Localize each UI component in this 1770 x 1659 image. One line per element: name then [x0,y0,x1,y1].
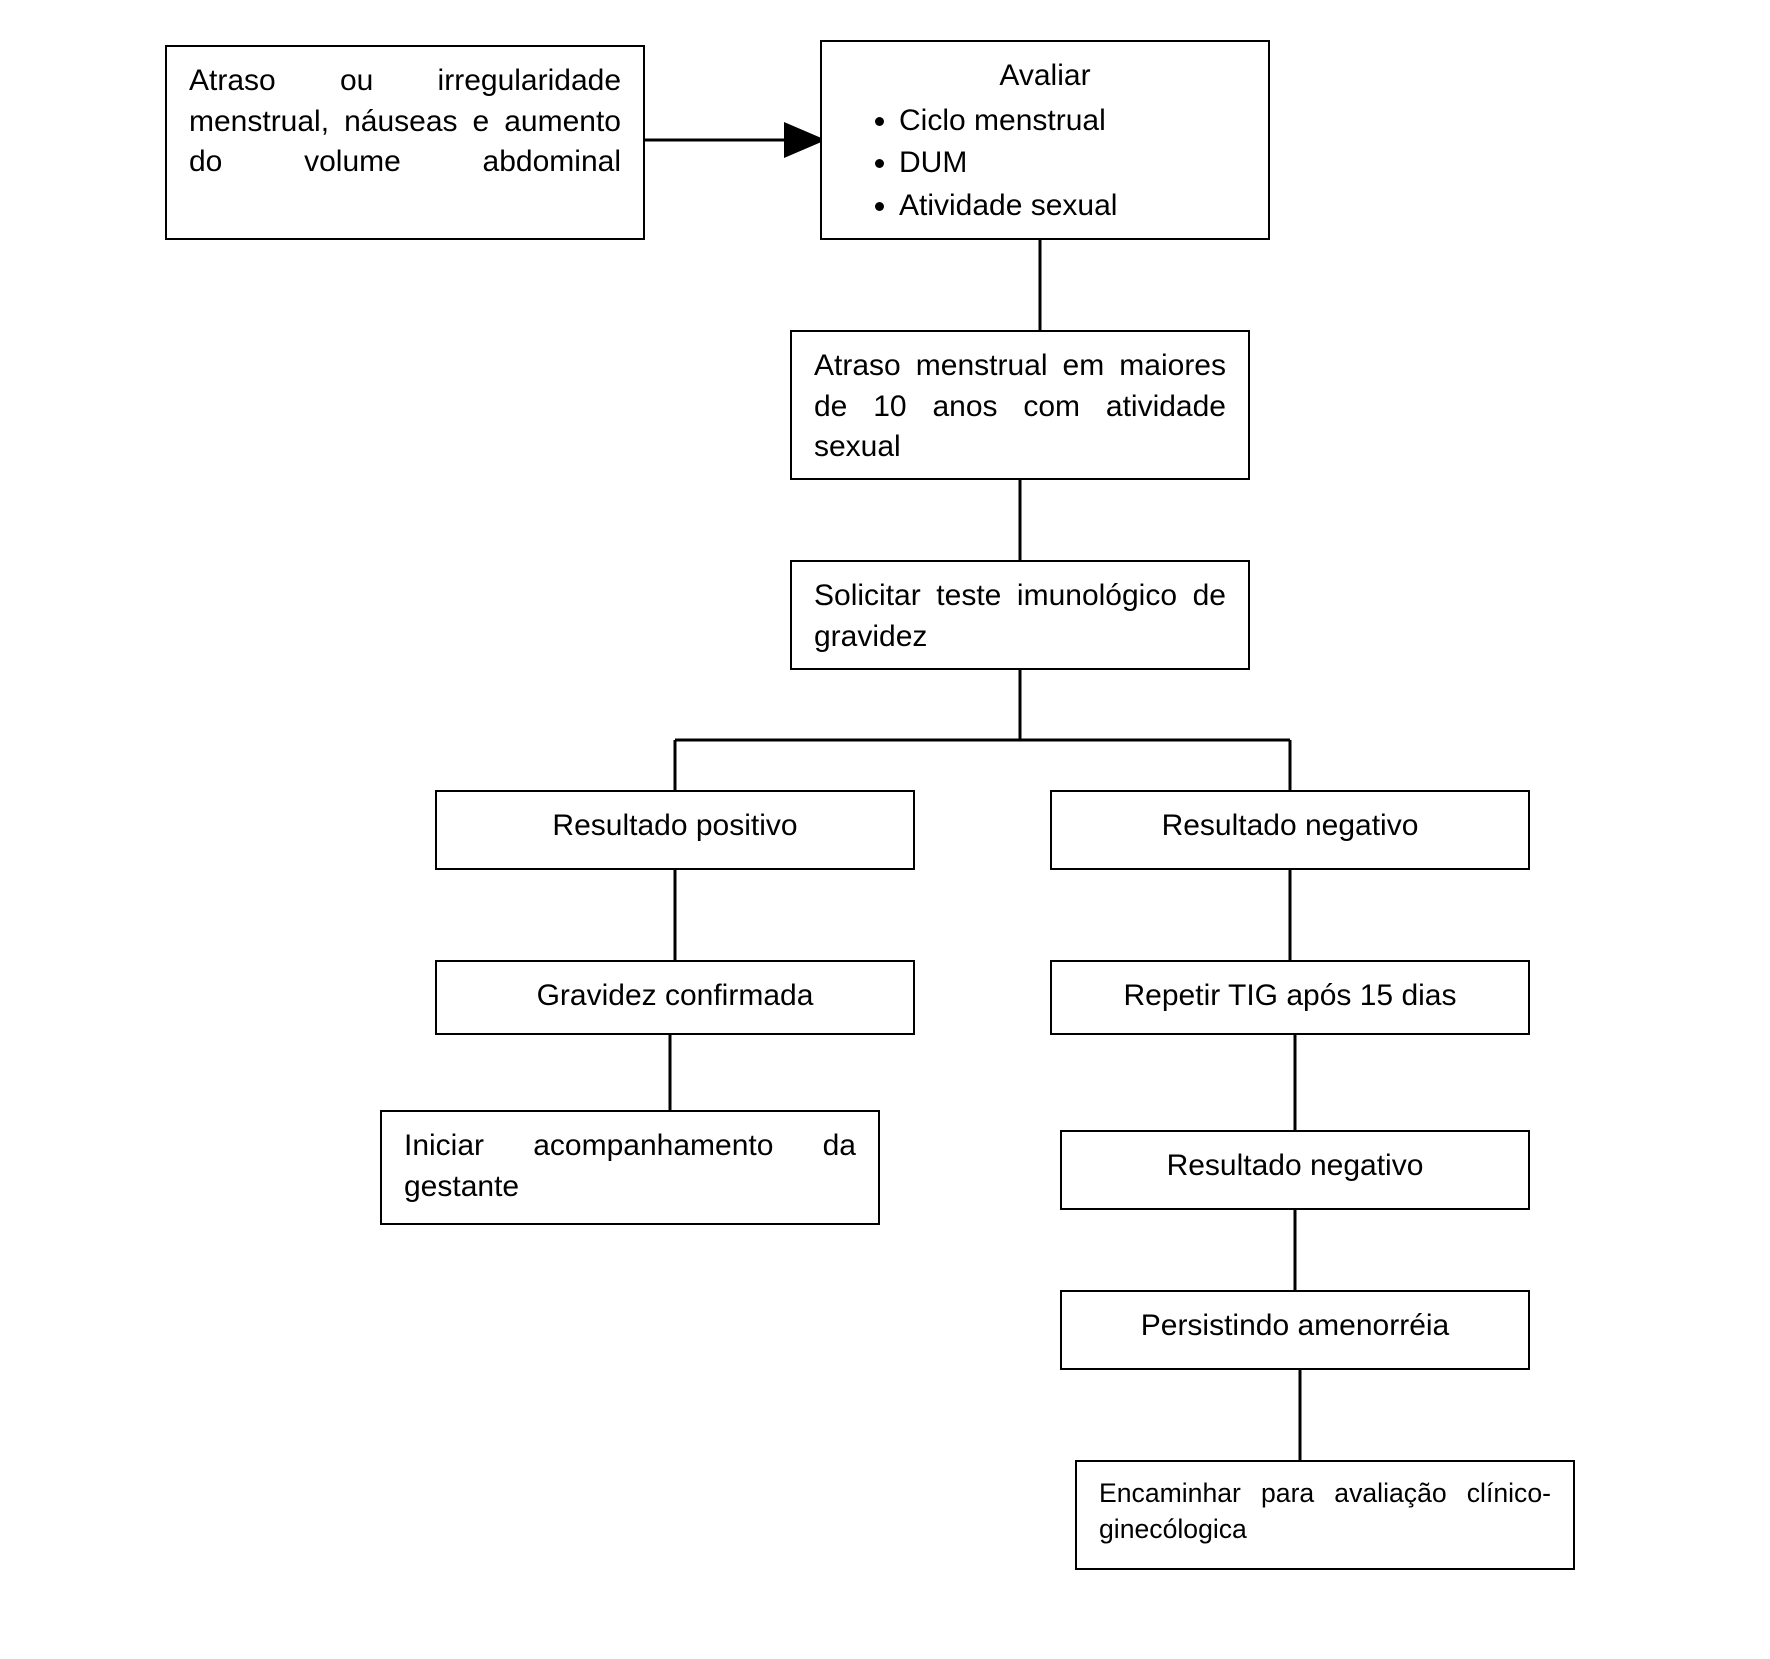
node-repeat-tig: Repetir TIG após 15 dias [1050,960,1530,1035]
node-start-followup: Iniciar acompanhamento da gestante [380,1110,880,1225]
node-persisting-amenorrhea: Persistindo amenorréia [1060,1290,1530,1370]
flowchart-canvas: Atraso ou irregularidade menstrual, náus… [0,0,1770,1659]
node-pregnancy-confirmed: Gravidez confirmada [435,960,915,1035]
node-delay-criteria: Atraso menstrual em maiores de 10 anos c… [790,330,1250,480]
list-item: Ciclo menstrual [899,101,1246,142]
node-evaluate-title: Avaliar [844,56,1246,97]
node-evaluate: Avaliar Ciclo menstrual DUM Atividade se… [820,40,1270,240]
list-item: DUM [899,143,1246,184]
node-request-test: Solicitar teste imunológico de gravidez [790,560,1250,670]
node-referral: Encaminhar para avaliação clínico-ginecó… [1075,1460,1575,1570]
node-symptoms: Atraso ou irregularidade menstrual, náus… [165,45,645,240]
list-item: Atividade sexual [899,186,1246,227]
node-evaluate-list: Ciclo menstrual DUM Atividade sexual [844,101,1246,227]
node-result-negative-2: Resultado negativo [1060,1130,1530,1210]
node-result-negative: Resultado negativo [1050,790,1530,870]
node-result-positive: Resultado positivo [435,790,915,870]
